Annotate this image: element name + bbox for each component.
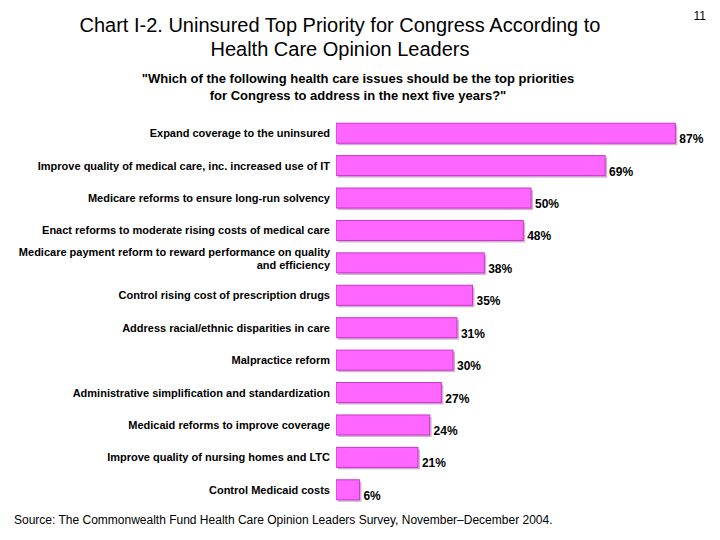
bar — [336, 188, 531, 208]
text-line: Malpractice reform — [232, 354, 331, 366]
category-label: Improve quality of nursing homes and LTC — [107, 451, 330, 463]
data-label: 27% — [445, 392, 469, 406]
bar — [336, 156, 605, 176]
text-line: "Which of the following health care issu… — [142, 71, 574, 86]
data-label: 31% — [461, 327, 485, 341]
bar — [336, 480, 359, 500]
labels: 87% Expand coverage to the uninsured 69% Im… — [19, 127, 704, 503]
category-label: Medicaid reforms to improve coverage — [128, 419, 330, 431]
category-label: Malpractice reform — [232, 354, 331, 366]
category-label: Address racial/ethnic disparities in car… — [122, 322, 330, 334]
data-label: 69% — [609, 165, 633, 179]
data-label: 38% — [488, 262, 512, 276]
text-line: Control rising cost of prescription drug… — [119, 289, 330, 301]
text-line: Improve quality of nursing homes and LTC — [107, 451, 330, 463]
bar — [336, 220, 523, 240]
category-label: Enact reforms to moderate rising costs o… — [42, 224, 330, 236]
category-label: Administrative simplification and standa… — [73, 387, 331, 399]
category-label: Control Medicaid costs — [209, 484, 330, 496]
bars — [336, 123, 677, 502]
text-line: Medicare reforms to ensure long-run solv… — [88, 192, 331, 204]
bar — [336, 123, 675, 143]
category-label: Medicare payment reform to reward perfor… — [19, 246, 331, 271]
text-line: Improve quality of medical care, inc. in… — [38, 160, 330, 172]
bar — [336, 350, 453, 370]
text-line: Enact reforms to moderate rising costs o… — [42, 224, 330, 236]
bar — [336, 447, 418, 467]
bar — [336, 318, 457, 338]
bar — [336, 383, 441, 403]
chart: 11 Chart I-2. Uninsured Top Priority for … — [0, 0, 720, 540]
category-label: Control rising cost of prescription drug… — [119, 289, 330, 301]
text-line: Health Care Opinion Leaders — [210, 38, 469, 60]
bar — [336, 415, 430, 435]
text-line: Chart I-2. Uninsured Top Priority for Co… — [80, 14, 601, 36]
data-label: 35% — [477, 294, 501, 308]
background — [0, 0, 720, 540]
data-label: 50% — [535, 197, 559, 211]
data-label: 24% — [434, 424, 458, 438]
data-label: 87% — [679, 132, 703, 146]
data-label: 6% — [363, 489, 381, 503]
text-line: Medicaid reforms to improve coverage — [128, 419, 330, 431]
category-label: Improve quality of medical care, inc. in… — [38, 160, 330, 172]
subtitle: "Which of the following health care issu… — [142, 71, 574, 103]
text-line: Expand coverage to the uninsured — [150, 127, 330, 139]
slide-number: 11 — [694, 9, 707, 23]
text-line: Medicare payment reform to reward perfor… — [19, 246, 331, 258]
category-label: Medicare reforms to ensure long-run solv… — [88, 192, 331, 204]
text-line: and efficiency — [257, 259, 331, 271]
data-label: 48% — [527, 229, 551, 243]
text-line: Administrative simplification and standa… — [73, 387, 331, 399]
data-label: 21% — [422, 456, 446, 470]
bar — [336, 285, 473, 305]
source: Source: The Commonwealth Fund Health Car… — [14, 513, 553, 527]
text-line: Address racial/ethnic disparities in car… — [122, 322, 330, 334]
title: Chart I-2. Uninsured Top Priority for Co… — [80, 14, 601, 60]
bar — [336, 253, 484, 273]
text-line: Control Medicaid costs — [209, 484, 330, 496]
text-line: for Congress to address in the next five… — [210, 88, 507, 103]
data-label: 30% — [457, 359, 481, 373]
category-label: Expand coverage to the uninsured — [150, 127, 330, 139]
